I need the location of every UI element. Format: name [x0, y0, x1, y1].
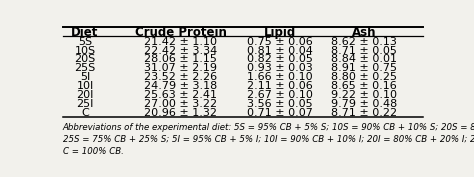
- Text: 22.42 ± 3.34: 22.42 ± 3.34: [144, 46, 217, 56]
- Text: 1.66 ± 0.10: 1.66 ± 0.10: [247, 72, 312, 82]
- Text: 25I: 25I: [76, 99, 94, 109]
- Text: 23.52 ± 2.26: 23.52 ± 2.26: [144, 72, 217, 82]
- Text: 9.79 ± 0.48: 9.79 ± 0.48: [331, 99, 397, 109]
- Text: 0.93 ± 0.03: 0.93 ± 0.03: [247, 63, 312, 73]
- Text: 0.81 ± 0.04: 0.81 ± 0.04: [247, 46, 312, 56]
- Text: 8.65 ± 0.16: 8.65 ± 0.16: [331, 81, 397, 91]
- Text: 0.75 ± 0.06: 0.75 ± 0.06: [247, 37, 312, 47]
- Text: 25S: 25S: [74, 63, 96, 73]
- Text: Ash: Ash: [352, 25, 376, 39]
- Text: 5I: 5I: [80, 72, 90, 82]
- Text: C = 100% CB.: C = 100% CB.: [63, 147, 124, 156]
- Text: 10S: 10S: [74, 46, 96, 56]
- Text: 20I: 20I: [76, 90, 94, 100]
- Text: 9.22 ± 0.10: 9.22 ± 0.10: [331, 90, 397, 100]
- Text: 3.56 ± 0.05: 3.56 ± 0.05: [247, 99, 312, 109]
- Text: 0.71 ± 0.07: 0.71 ± 0.07: [247, 108, 312, 118]
- Text: 20S: 20S: [74, 55, 96, 64]
- Text: 25.63 ± 2.41: 25.63 ± 2.41: [144, 90, 217, 100]
- Text: C: C: [81, 108, 89, 118]
- Text: 2.11 ± 0.06: 2.11 ± 0.06: [247, 81, 312, 91]
- Text: 0.82 ± 0.05: 0.82 ± 0.05: [247, 55, 312, 64]
- Text: 8.80 ± 0.25: 8.80 ± 0.25: [331, 72, 397, 82]
- Text: 5S: 5S: [78, 37, 92, 47]
- Text: 27.00 ± 3.22: 27.00 ± 3.22: [144, 99, 217, 109]
- Text: 24.79 ± 3.18: 24.79 ± 3.18: [144, 81, 217, 91]
- Text: 2.67 ± 0.10: 2.67 ± 0.10: [247, 90, 312, 100]
- Text: Crude Protein: Crude Protein: [135, 25, 227, 39]
- Text: 20.96 ± 1.32: 20.96 ± 1.32: [144, 108, 217, 118]
- Text: Abbreviations of the experimental diet: 5S = 95% CB + 5% S; 10S = 90% CB + 10% S: Abbreviations of the experimental diet: …: [63, 122, 474, 132]
- Text: 8.62 ± 0.13: 8.62 ± 0.13: [331, 37, 397, 47]
- Text: 8.71 ± 0.22: 8.71 ± 0.22: [331, 108, 397, 118]
- Text: 25S = 75% CB + 25% S; 5I = 95% CB + 5% I; 10I = 90% CB + 10% I; 20I = 80% CB + 2: 25S = 75% CB + 25% S; 5I = 95% CB + 5% I…: [63, 135, 474, 144]
- Text: 8.84 ± 0.01: 8.84 ± 0.01: [331, 55, 397, 64]
- Text: 21.42 ± 1.10: 21.42 ± 1.10: [144, 37, 217, 47]
- Text: 8.91 ± 0.75: 8.91 ± 0.75: [331, 63, 397, 73]
- Text: Lipid: Lipid: [264, 25, 296, 39]
- Text: 28.06 ± 1.15: 28.06 ± 1.15: [144, 55, 217, 64]
- Text: 10I: 10I: [76, 81, 93, 91]
- Text: 8.71 ± 0.05: 8.71 ± 0.05: [331, 46, 397, 56]
- Text: Diet: Diet: [71, 25, 99, 39]
- Text: 31.07 ± 2.19: 31.07 ± 2.19: [144, 63, 217, 73]
